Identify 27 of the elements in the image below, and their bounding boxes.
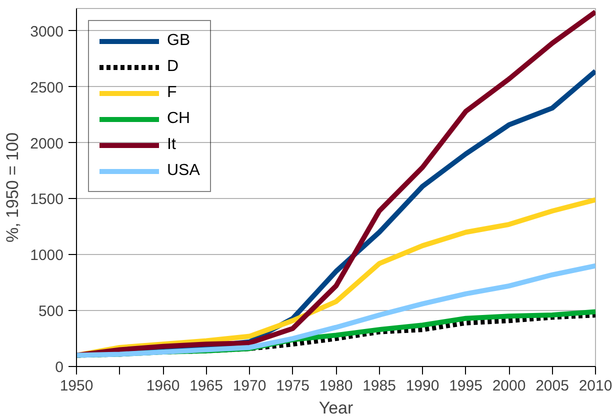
x-tick-label: 1970 bbox=[232, 378, 266, 394]
y-tick-label: 500 bbox=[38, 303, 64, 320]
y-tick-label: 0 bbox=[55, 359, 64, 376]
legend-label: GB bbox=[167, 32, 190, 50]
legend-label: CH bbox=[167, 110, 190, 128]
y-tick-label: 1000 bbox=[30, 247, 64, 264]
x-tick-label: 1950 bbox=[60, 378, 94, 394]
x-tick-label: 1975 bbox=[276, 378, 310, 394]
x-tick-label: 1980 bbox=[319, 378, 353, 394]
legend-label: F bbox=[167, 84, 178, 102]
legend-label: USA bbox=[167, 162, 200, 180]
y-axis-title: %, 1950 = 100 bbox=[3, 132, 22, 243]
x-tick-label: 2005 bbox=[536, 378, 569, 394]
y-tick-label: 1500 bbox=[30, 191, 64, 208]
x-tick-label: 2000 bbox=[492, 378, 526, 394]
x-tick-label: 2010 bbox=[578, 378, 612, 394]
x-tick-label: 1960 bbox=[146, 378, 180, 394]
x-tick-label: 1985 bbox=[362, 378, 396, 394]
y-tick-label: 2000 bbox=[30, 135, 64, 152]
y-tick-label: 2500 bbox=[30, 79, 64, 96]
legend-label: D bbox=[167, 58, 180, 76]
x-tick-label: 1990 bbox=[406, 378, 440, 394]
legend-label: It bbox=[167, 136, 177, 154]
x-tick-label: 1965 bbox=[190, 378, 223, 394]
y-tick-label: 3000 bbox=[30, 23, 64, 40]
x-axis-title: Year bbox=[318, 398, 354, 418]
x-tick-label: 1995 bbox=[449, 378, 482, 394]
